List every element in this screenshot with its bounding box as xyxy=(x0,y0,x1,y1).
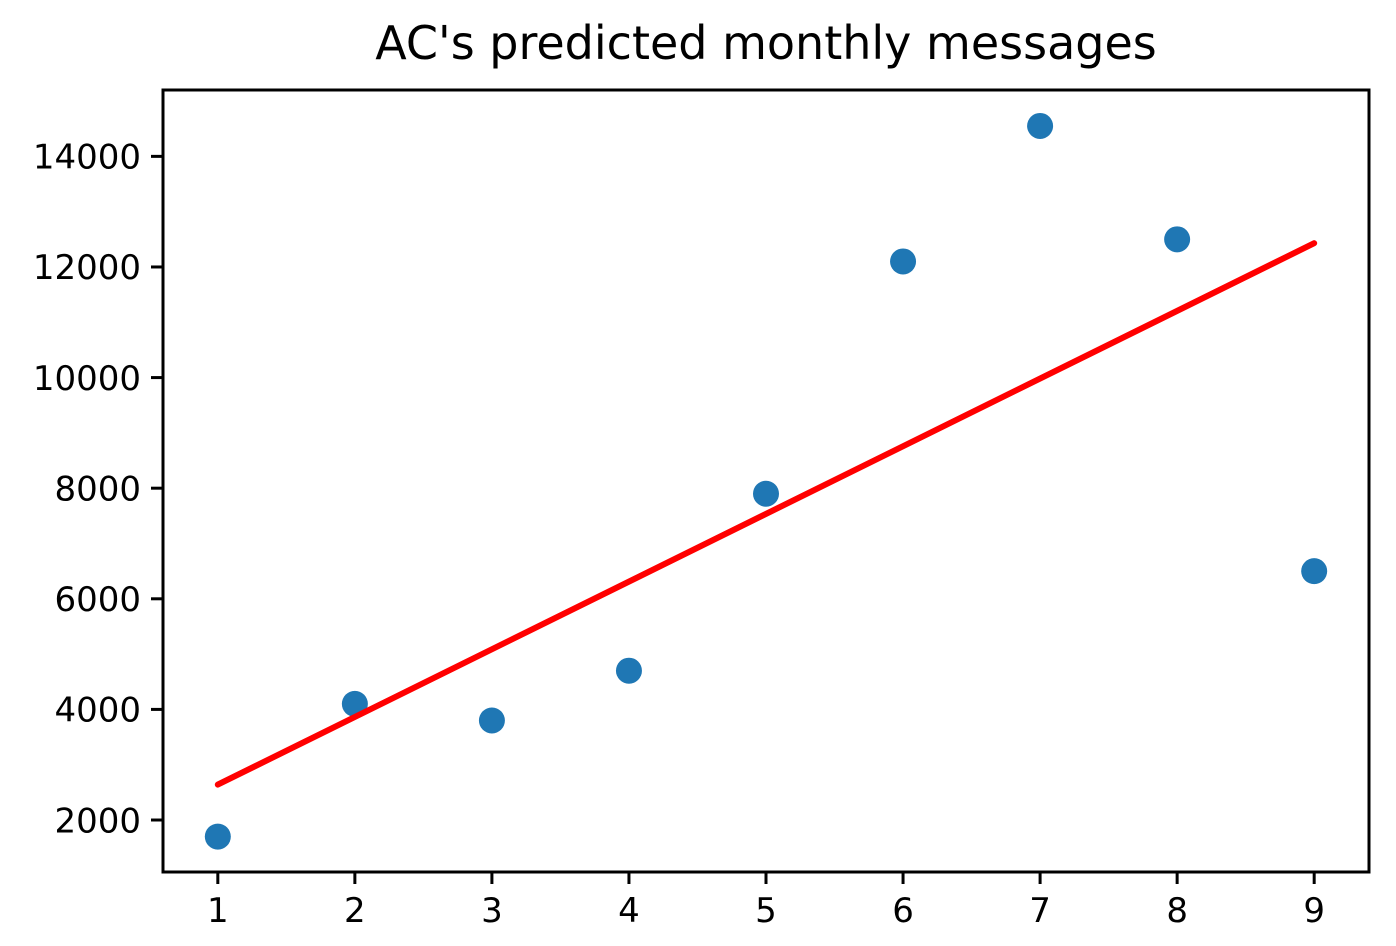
chart-title: AC's predicted monthly messages xyxy=(375,16,1157,70)
scatter-point xyxy=(204,823,231,850)
y-tick-label: 12000 xyxy=(33,248,141,288)
x-tick-label: 8 xyxy=(1166,891,1188,931)
regression-line xyxy=(214,240,1318,788)
y-tick-label: 8000 xyxy=(54,469,141,509)
y-tick-label: 10000 xyxy=(33,359,141,399)
x-tick-label: 3 xyxy=(481,891,503,931)
scatter-point xyxy=(1164,226,1191,253)
y-tick-label: 2000 xyxy=(54,801,141,841)
scatter-point xyxy=(615,657,642,684)
y-tick-label: 14000 xyxy=(33,138,141,178)
scatter-point xyxy=(478,707,505,734)
axes-frame xyxy=(161,88,1371,874)
scatter-point xyxy=(1301,558,1328,585)
y-tick-label: 4000 xyxy=(54,691,141,731)
x-tick-label: 4 xyxy=(618,891,640,931)
scatter-point xyxy=(753,480,779,507)
x-tick-label: 9 xyxy=(1303,891,1325,931)
x-tick-label: 6 xyxy=(892,891,914,931)
x-tick-label: 5 xyxy=(755,891,777,931)
scatter-point xyxy=(1027,112,1054,139)
x-tick-label: 2 xyxy=(344,891,366,931)
scatter-point xyxy=(890,248,917,275)
x-tick-label: 7 xyxy=(1029,891,1051,931)
x-tick-label: 1 xyxy=(207,891,229,931)
scatter-point xyxy=(341,690,368,717)
y-tick-label: 6000 xyxy=(54,580,141,620)
